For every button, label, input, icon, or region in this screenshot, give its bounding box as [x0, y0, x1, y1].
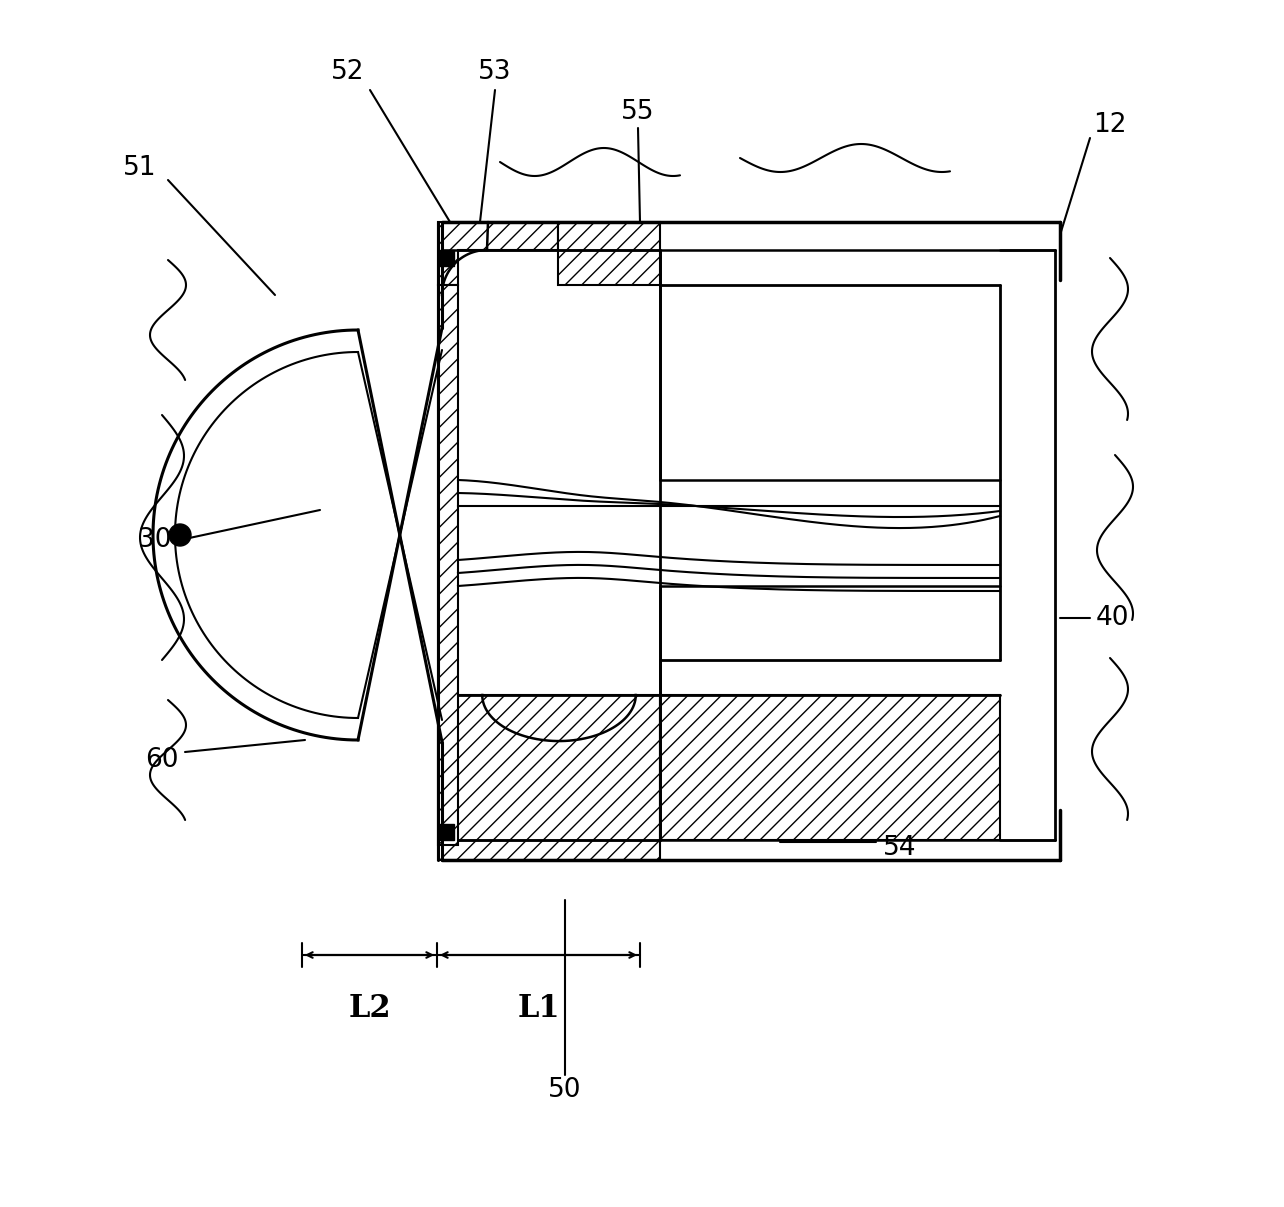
Bar	[438, 250, 455, 266]
Text: L2: L2	[348, 993, 390, 1024]
Polygon shape	[438, 222, 559, 285]
Text: 53: 53	[478, 59, 512, 84]
Text: 50: 50	[548, 1077, 582, 1103]
Text: 30: 30	[139, 527, 172, 553]
Text: 54: 54	[883, 835, 917, 861]
Bar	[438, 824, 455, 840]
Text: 12: 12	[1093, 112, 1127, 138]
Polygon shape	[559, 222, 660, 285]
Text: 55: 55	[621, 99, 655, 126]
Text: L1: L1	[517, 993, 560, 1024]
Text: 51: 51	[123, 154, 157, 181]
Circle shape	[169, 524, 191, 546]
Text: 52: 52	[331, 59, 365, 84]
Polygon shape	[438, 695, 660, 861]
Text: 40: 40	[1095, 605, 1129, 631]
Polygon shape	[438, 285, 458, 845]
Text: 60: 60	[145, 747, 178, 772]
Polygon shape	[660, 695, 1000, 840]
